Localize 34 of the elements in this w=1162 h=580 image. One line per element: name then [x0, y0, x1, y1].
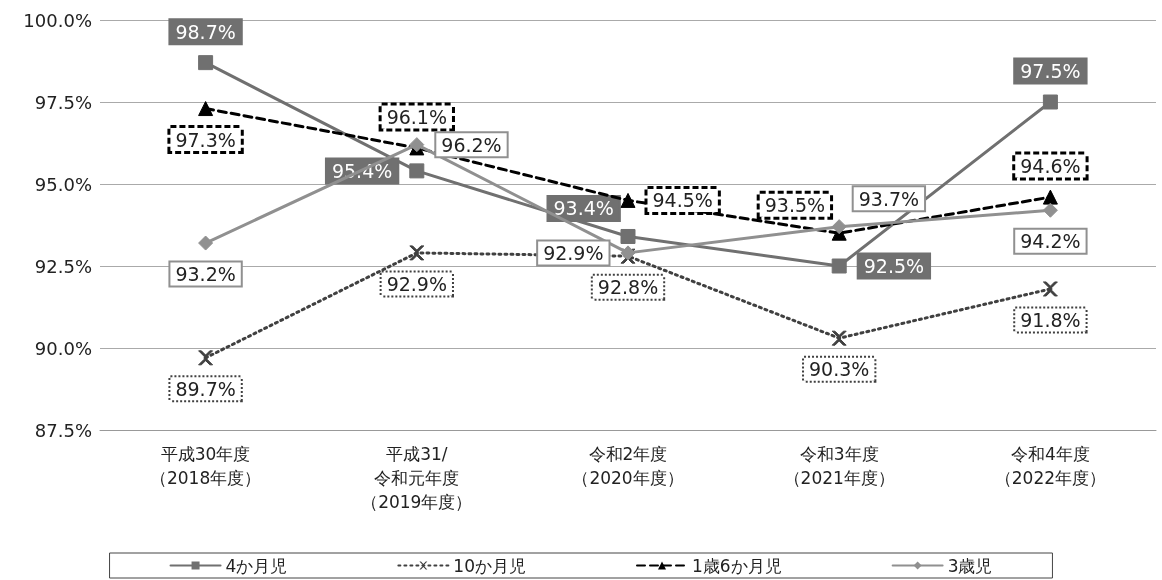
x-tick-label: 令和2年度（2020年度）: [572, 444, 684, 488]
y-tick-label: 90.0%: [34, 337, 92, 359]
y-tick-label: 87.5%: [34, 419, 92, 441]
data-label: 94.6%: [1020, 155, 1081, 178]
legend-label: 3歳児: [947, 555, 993, 576]
data-label: 98.7%: [175, 20, 236, 43]
data-label: 92.9%: [543, 241, 604, 264]
data-label: 91.8%: [1020, 308, 1081, 331]
data-label: 93.5%: [764, 194, 826, 217]
data-label: 93.2%: [175, 263, 236, 286]
x-tick-label: 平成30年度（2018年度）: [149, 444, 262, 488]
data-label: 94.2%: [1020, 230, 1081, 253]
data-label: 93.7%: [858, 187, 920, 210]
y-tick-label: 92.5%: [34, 255, 92, 277]
x-tick-label: 令和3年度（2021年度）: [783, 444, 895, 488]
legend-label: 4か月児: [225, 555, 288, 576]
x-tick-label: 平成31/令和元年度（2019年度）: [361, 444, 473, 512]
legend-label: 10か月児: [453, 555, 527, 576]
data-label: 94.5%: [652, 189, 713, 212]
data-label: 89.7%: [175, 377, 236, 400]
legend-label: 1歳6か月児: [692, 555, 782, 576]
data-label: 92.8%: [597, 276, 659, 299]
data-label: 93.4%: [553, 197, 614, 220]
data-label: 97.5%: [1020, 60, 1081, 82]
y-tick-label: 100.0%: [23, 9, 92, 31]
data-label: 92.9%: [386, 272, 447, 295]
x-tick-label: 令和4年度（2022年度）: [994, 444, 1107, 488]
data-label: 92.5%: [863, 255, 925, 277]
y-tick-label: 95.0%: [34, 173, 92, 195]
data-label: 97.3%: [175, 128, 236, 151]
data-label: 90.3%: [809, 358, 870, 381]
y-tick-label: 97.5%: [34, 91, 92, 113]
data-label: 96.2%: [441, 133, 502, 156]
data-label: 96.1%: [386, 105, 447, 128]
